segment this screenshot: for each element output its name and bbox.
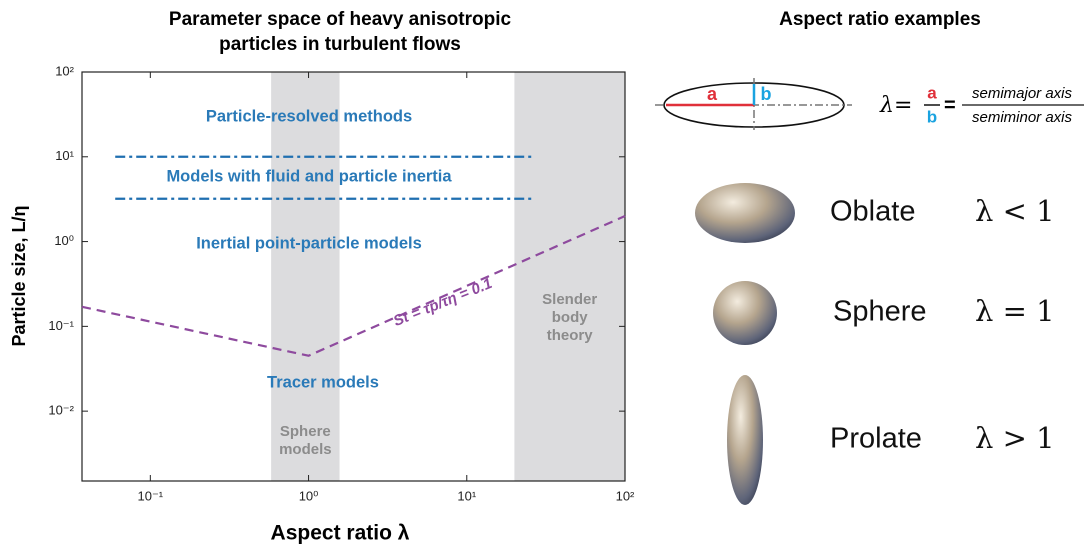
x-tick-label: 10² <box>616 488 635 503</box>
band-label: Slender <box>542 291 597 308</box>
prolate-shape <box>727 375 763 505</box>
x-axis-label: Aspect ratio λ <box>271 522 410 545</box>
y-tick-label: 10⁻¹ <box>48 318 74 333</box>
x-tick-label: 10⁰ <box>299 488 319 503</box>
y-tick-label: 10⁰ <box>54 233 74 248</box>
lambda-eq: λ= <box>879 93 912 118</box>
example-name: Oblate <box>830 196 915 228</box>
page: Parameter space of heavy anisotropic par… <box>0 0 1092 549</box>
band-label: models <box>279 441 332 458</box>
oblate-shape <box>695 183 795 243</box>
chart-title: particles in turbulent flows <box>219 34 461 55</box>
x-tick-label: 10⁻¹ <box>137 488 163 503</box>
example-name: Sphere <box>833 296 927 328</box>
fraction-num: a <box>927 83 937 102</box>
band-label: Sphere <box>280 423 331 440</box>
example-name: Prolate <box>830 423 922 455</box>
panel-title: Aspect ratio examples <box>779 9 981 30</box>
y-tick-label: 10⁻² <box>48 403 74 418</box>
x-tick-label: 10¹ <box>457 488 476 503</box>
band <box>514 72 625 481</box>
y-tick-label: 10¹ <box>55 148 74 163</box>
y-axis-label: Particle size, L/η <box>9 205 29 346</box>
y-tick-label: 10² <box>55 63 74 78</box>
equals: = <box>944 94 956 116</box>
example-relation: λ = 1 <box>975 294 1055 328</box>
series-annotation: St = τp/τη = 0.1 <box>391 275 495 330</box>
band-label: theory <box>547 327 594 344</box>
region-label: Inertial point-particle models <box>196 234 422 252</box>
example-relation: λ > 1 <box>975 421 1055 455</box>
example-relation: λ < 1 <box>975 194 1055 228</box>
chart-title: Parameter space of heavy anisotropic <box>169 9 512 30</box>
fraction-den: b <box>927 107 937 126</box>
band-label: body <box>552 309 588 326</box>
region-label: Particle-resolved methods <box>206 107 412 125</box>
band <box>271 72 339 481</box>
sphere-shape <box>713 281 777 345</box>
a-label: a <box>707 84 718 104</box>
b-label: b <box>761 84 772 104</box>
region-label: Tracer models <box>267 373 379 391</box>
region-label: Models with fluid and particle inertia <box>166 167 452 185</box>
fraction-bottom: semiminor axis <box>972 109 1073 126</box>
fraction-top: semimajor axis <box>972 85 1073 102</box>
